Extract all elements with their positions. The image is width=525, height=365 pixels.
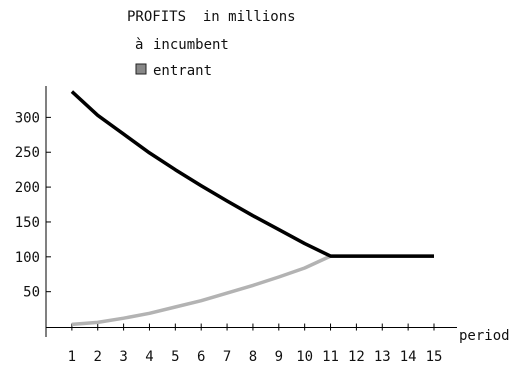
series-layer bbox=[70, 90, 434, 327]
x-tick-label: 3 bbox=[119, 349, 127, 365]
y-tick-label: 250 bbox=[15, 145, 40, 161]
legend: à incumbent entrant bbox=[135, 37, 229, 79]
y-tick-label: 50 bbox=[23, 285, 40, 301]
x-tick-label: 14 bbox=[400, 349, 417, 365]
y-tick-label: 200 bbox=[15, 180, 40, 196]
chart-title: PROFITS in millions bbox=[127, 9, 296, 25]
legend-incumbent-label: incumbent bbox=[153, 37, 229, 53]
x-tick-label: 11 bbox=[322, 349, 339, 365]
y-tick-label: 150 bbox=[15, 215, 40, 231]
legend-entrant-label: entrant bbox=[153, 63, 212, 79]
x-tick-label: 10 bbox=[296, 349, 313, 365]
x-tick-label: 6 bbox=[197, 349, 205, 365]
x-tick-label: 7 bbox=[223, 349, 231, 365]
x-tick-label: 8 bbox=[249, 349, 257, 365]
x-axis-label: period bbox=[459, 328, 510, 344]
x-tick-label: 9 bbox=[275, 349, 283, 365]
x-tick-label: 5 bbox=[171, 349, 179, 365]
x-tick-label: 2 bbox=[94, 349, 102, 365]
y-tick-label: 100 bbox=[15, 250, 40, 266]
y-tick-label: 300 bbox=[15, 110, 40, 126]
x-tick-label: 13 bbox=[374, 349, 391, 365]
x-tick-label: 4 bbox=[145, 349, 153, 365]
series-line-incumbent bbox=[70, 90, 434, 258]
x-tick-label: 15 bbox=[426, 349, 443, 365]
x-tick-label: 12 bbox=[348, 349, 365, 365]
legend-incumbent-marker: à bbox=[135, 37, 143, 53]
legend-entrant-swatch bbox=[135, 63, 147, 75]
series-line-entrant bbox=[71, 254, 434, 327]
x-tick-label: 1 bbox=[68, 349, 76, 365]
